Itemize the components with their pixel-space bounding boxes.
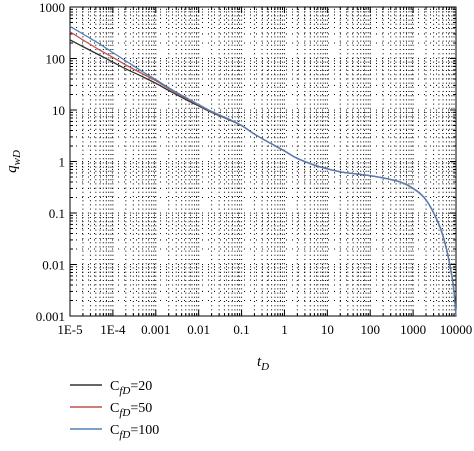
y-tick-label: 100 — [46, 52, 66, 67]
x-tick-label: 1000 — [400, 322, 426, 337]
legend-label-3: CfD=100 — [110, 423, 159, 441]
legend-label-value: =100 — [130, 423, 159, 438]
y-tick-label: 1 — [59, 155, 66, 170]
legend-label-1: CfD=20 — [110, 379, 152, 397]
y-tick-label: 10 — [52, 103, 65, 118]
y-tick-label: 0.1 — [49, 206, 65, 221]
y-axis-label-main: q — [4, 165, 20, 173]
x-tick-label: 1E-5 — [57, 322, 82, 337]
grid — [70, 7, 456, 316]
series-line-3 — [69, 25, 457, 317]
x-tick-label: 10000 — [440, 322, 473, 337]
x-axis-label-sub: D — [260, 361, 269, 373]
legend-label-sub: fD — [119, 385, 130, 397]
y-tick-label: 0.001 — [36, 309, 65, 324]
series-line-1 — [69, 39, 457, 317]
x-axis-label-main: t — [257, 354, 262, 370]
legend-label-sub: fD — [119, 407, 130, 419]
legend-label-sub: fD — [119, 429, 130, 441]
x-tick-label: 1E-4 — [100, 322, 126, 337]
series-lines — [69, 25, 457, 317]
legend-label-value: =20 — [130, 379, 152, 394]
y-tick-label: 0.01 — [42, 258, 65, 273]
y-tick-label: 1000 — [39, 0, 65, 15]
x-tick-label: 100 — [360, 322, 380, 337]
y-axis-label-sub: wD — [11, 150, 23, 165]
legend-label-value: =50 — [130, 401, 152, 416]
x-tick-label: 0.01 — [187, 322, 210, 337]
x-axis-label: tD — [257, 354, 269, 373]
x-tick-label: 1 — [281, 322, 288, 337]
legend-label-main: C — [110, 379, 119, 394]
legend-label-main: C — [110, 423, 119, 438]
legend-label-2: CfD=50 — [110, 401, 152, 419]
legend-label-main: C — [110, 401, 119, 416]
x-tick-label: 0.1 — [233, 322, 249, 337]
x-tick-label: 10 — [321, 322, 334, 337]
x-tick-label: 0.001 — [141, 322, 170, 337]
y-axis-label: qwD — [4, 150, 23, 173]
